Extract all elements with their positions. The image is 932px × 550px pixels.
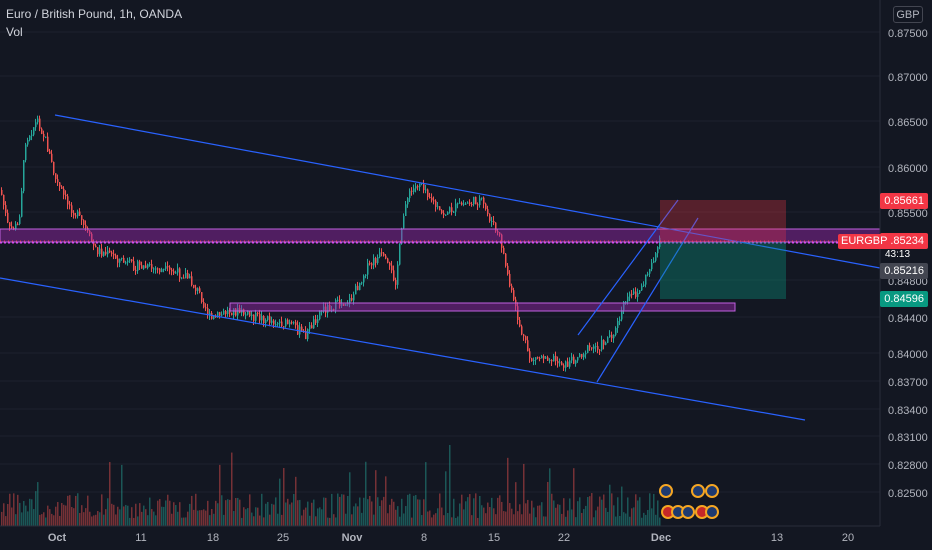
volume-indicator-label[interactable]: Vol (6, 25, 23, 39)
entry-price-tag: 0.85216 (880, 263, 928, 279)
time-tick: 20 (842, 532, 854, 544)
price-tick: 0.87000 (888, 72, 928, 84)
time-tick: 25 (277, 532, 289, 544)
price-candles (1, 115, 661, 372)
symbol-tag: EURGBP (838, 234, 891, 249)
rising-channel-lower[interactable] (596, 217, 699, 383)
price-tick: 0.85500 (888, 208, 928, 220)
channel-lower-trendline[interactable] (0, 277, 806, 421)
time-tick: 22 (558, 532, 570, 544)
price-tick: 0.82800 (888, 460, 928, 472)
price-tick: 0.84800 (888, 276, 928, 288)
time-tick: 18 (207, 532, 219, 544)
time-tick: 13 (771, 532, 783, 544)
time-tick: Dec (651, 532, 671, 544)
time-tick: 8 (421, 532, 427, 544)
time-tick: 15 (488, 532, 500, 544)
volume-bars (1, 444, 661, 526)
economic-events[interactable] (659, 484, 719, 519)
time-tick: Oct (48, 532, 67, 544)
stop-loss-area[interactable] (660, 200, 786, 242)
price-tick: 0.84400 (888, 313, 928, 325)
support-zone[interactable] (229, 302, 736, 312)
price-tick: 0.83700 (888, 377, 928, 389)
price-tick: 0.83400 (888, 405, 928, 417)
bar-countdown: 43:13 (885, 249, 911, 260)
take-profit-price-tag: 0.84596 (880, 291, 928, 307)
time-tick: Nov (342, 532, 364, 544)
last-price-tag: 0.85234 (880, 233, 928, 249)
price-tick: 0.82500 (888, 488, 928, 500)
price-tick: 0.87500 (888, 28, 928, 40)
price-tick: 0.84000 (888, 349, 928, 361)
channel-upper-trendline[interactable] (54, 114, 881, 269)
price-tick: 0.86000 (888, 163, 928, 175)
chart-title[interactable]: Euro / British Pound, 1h, OANDA (6, 7, 183, 21)
price-tick: 0.83100 (888, 432, 928, 444)
stop-loss-price-tag: 0.85661 (880, 193, 928, 209)
time-tick: 11 (135, 532, 146, 544)
rising-channel-upper[interactable] (577, 199, 679, 336)
currency-button[interactable]: GBP (893, 6, 923, 23)
price-tick: 0.86500 (888, 117, 928, 129)
take-profit-area[interactable] (660, 242, 786, 299)
